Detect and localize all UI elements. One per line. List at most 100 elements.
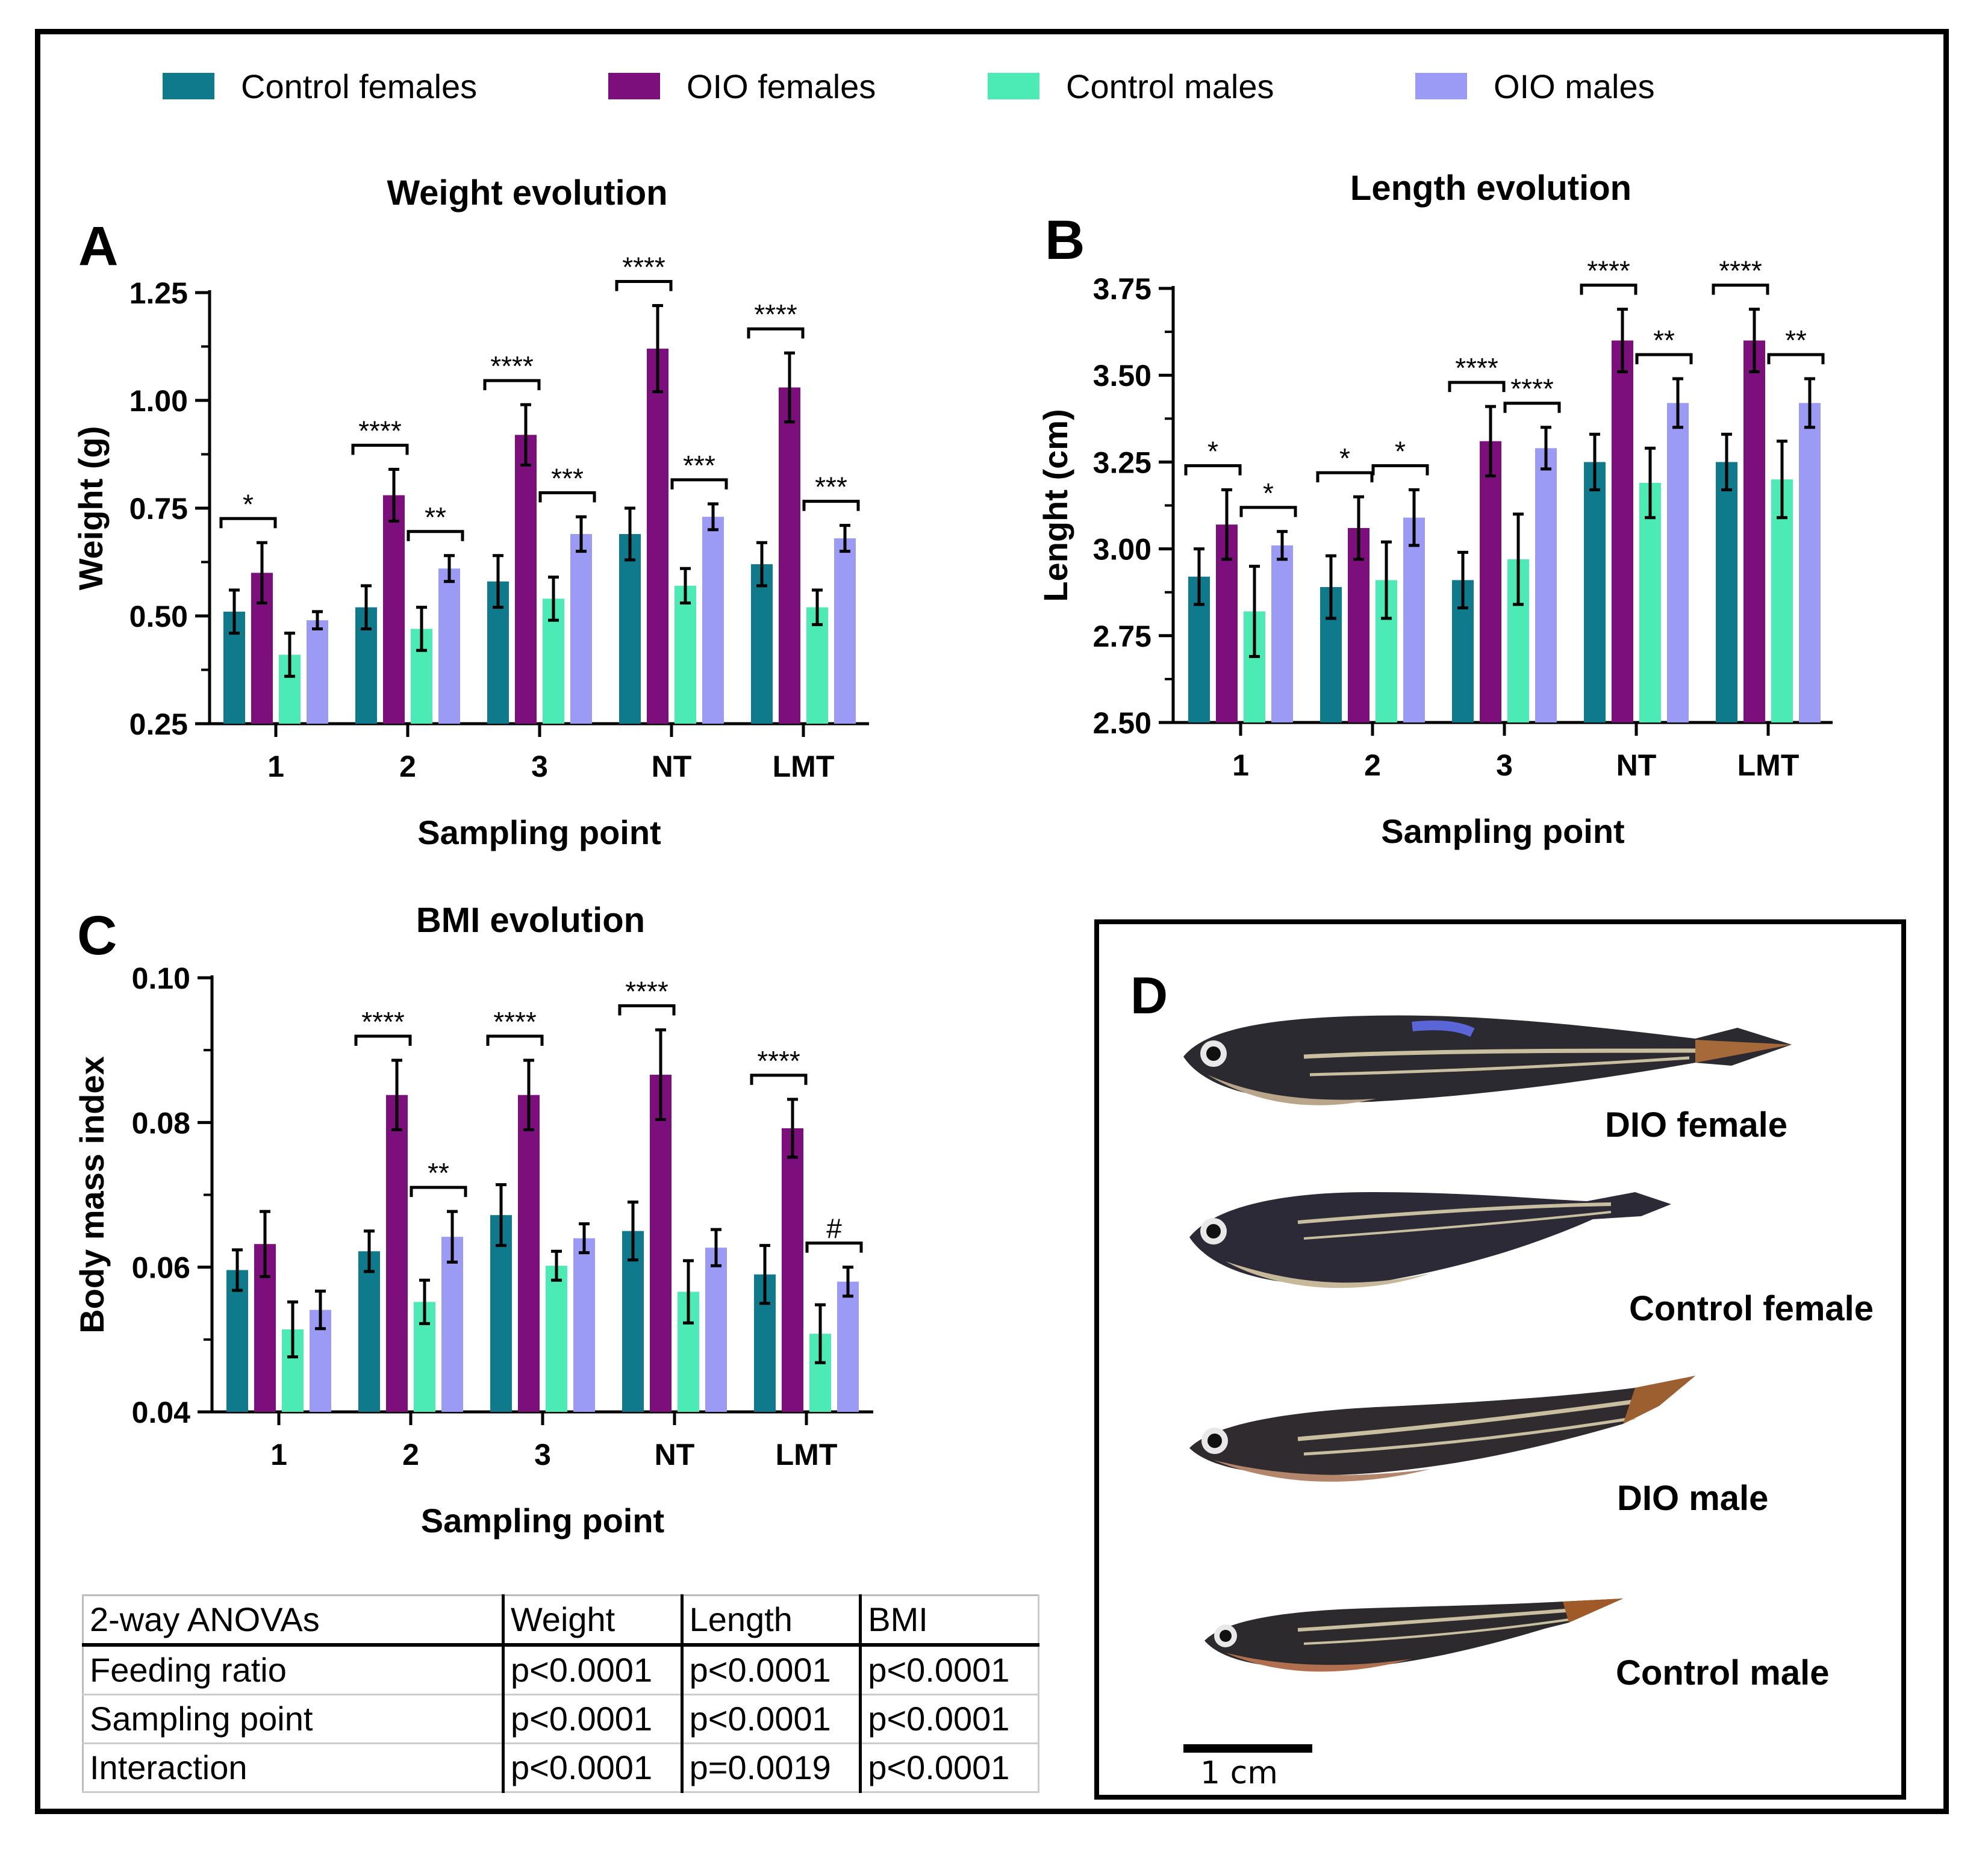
bar — [779, 387, 800, 724]
x-tick-label: NT — [652, 750, 692, 783]
anova-cell: p<0.0001 — [860, 1694, 1039, 1744]
anova-cell: p<0.0001 — [682, 1694, 862, 1744]
significance-bracket — [805, 1241, 863, 1253]
x-tick-label: NT — [655, 1438, 695, 1471]
significance-label: **** — [625, 976, 668, 1007]
significance-label: **** — [358, 415, 402, 447]
x-tick-label: 2 — [399, 750, 416, 783]
bar — [1403, 517, 1425, 723]
significance-bracket — [351, 444, 409, 455]
x-tick-label: NT — [1616, 748, 1657, 782]
anova-cell: p<0.0001 — [503, 1743, 684, 1793]
significance-label: * — [243, 488, 254, 520]
significance-label: **** — [757, 1045, 800, 1077]
x-tick-label: 3 — [1496, 748, 1513, 782]
significance-label: ** — [428, 1157, 449, 1189]
bar — [1639, 483, 1661, 723]
chart-title: BMI evolution — [416, 901, 645, 940]
significance-label: **** — [490, 350, 534, 382]
significance-label: * — [1207, 436, 1218, 467]
x-tick-label: 2 — [1364, 748, 1381, 782]
bar — [386, 1095, 408, 1412]
significance-bracket — [1184, 464, 1242, 476]
significance-label: **** — [1510, 373, 1554, 405]
significance-bracket — [538, 491, 596, 503]
y-tick-label: 3.50 — [1093, 359, 1151, 393]
panel-letter: A — [78, 216, 118, 277]
legend-label: OIO males — [1494, 67, 1655, 105]
legend-swatch-oio-males — [1415, 73, 1467, 99]
legend: Control females OIO females Control male… — [163, 59, 1728, 113]
legend-item-control-females: Control females — [163, 59, 477, 113]
y-tick-label: 1.00 — [129, 384, 188, 418]
anova-header-cell: Weight — [503, 1594, 684, 1647]
significance-label: *** — [683, 450, 715, 481]
y-tick-label: 3.00 — [1093, 533, 1151, 567]
bar — [226, 1270, 248, 1412]
significance-bracket — [219, 517, 277, 529]
bar — [573, 1238, 595, 1412]
bar — [515, 435, 537, 724]
x-tick-label: 1 — [1232, 748, 1249, 782]
significance-bracket — [410, 1186, 467, 1198]
bar — [1716, 462, 1737, 723]
bar — [490, 1215, 512, 1412]
bar — [1799, 403, 1821, 723]
y-tick-label: 1.25 — [129, 276, 188, 310]
anova-row: Feeding ratio p<0.0001 p<0.0001 p<0.0001 — [82, 1645, 1039, 1695]
bar — [619, 533, 641, 724]
bar — [837, 1281, 859, 1412]
chart-title: Length evolution — [1350, 169, 1631, 208]
anova-cell: p=0.0019 — [682, 1743, 862, 1793]
bar — [383, 495, 405, 724]
x-tick-label: LMT — [773, 750, 835, 783]
bar — [1743, 340, 1765, 723]
y-tick-label: 0.08 — [132, 1106, 190, 1140]
significance-bracket — [1316, 471, 1374, 483]
bar — [834, 538, 856, 724]
significance-bracket — [1580, 284, 1637, 295]
figure-frame — [35, 29, 1949, 1814]
bar — [806, 607, 828, 724]
significance-label: **** — [361, 1006, 405, 1037]
legend-label: Control males — [1066, 67, 1274, 105]
significance-bracket — [1503, 402, 1561, 413]
significance-bracket — [1239, 506, 1297, 517]
bar — [751, 564, 773, 724]
panel-letter: D — [1130, 967, 1168, 1025]
bar — [307, 620, 328, 724]
bar — [647, 349, 668, 724]
significance-label: **** — [493, 1006, 537, 1037]
significance-label: # — [826, 1213, 842, 1245]
fish-photo-dio-male — [1189, 1376, 1695, 1482]
legend-item-oio-females: OIO females — [608, 59, 876, 113]
anova-cell: Interaction — [82, 1743, 505, 1793]
fish-label-dio-male: DIO male — [1617, 1479, 1769, 1518]
panel-letter: B — [1045, 210, 1085, 271]
significance-label: **** — [1719, 255, 1762, 287]
anova-row: Interaction p<0.0001 p=0.0019 p<0.0001 — [82, 1743, 1039, 1793]
fish-photo-control-male — [1204, 1599, 1623, 1672]
bar — [546, 1266, 567, 1412]
y-tick-label: 0.04 — [132, 1396, 191, 1429]
panel-letter: C — [77, 905, 117, 966]
legend-label: OIO females — [687, 67, 876, 105]
y-axis-label: Body mass index — [73, 1056, 111, 1334]
significance-label: * — [1395, 436, 1406, 467]
significance-bracket — [1767, 353, 1825, 364]
bar — [358, 1251, 380, 1412]
bar — [705, 1248, 727, 1412]
x-axis-label: Sampling point — [421, 1502, 664, 1540]
legend-swatch-control-females — [163, 73, 214, 99]
significance-label: **** — [754, 299, 797, 330]
significance-bracket — [615, 279, 673, 291]
significance-label: * — [1263, 477, 1274, 509]
fish-photo-panel: D DIO female Control female — [1094, 919, 1906, 1800]
x-tick-label: LMT — [776, 1438, 838, 1471]
significance-bracket — [1635, 353, 1693, 364]
anova-cell: p<0.0001 — [860, 1743, 1039, 1793]
bar — [1480, 441, 1501, 723]
significance-label: **** — [1455, 352, 1498, 384]
